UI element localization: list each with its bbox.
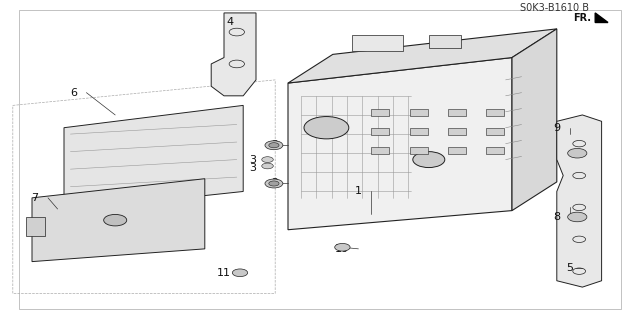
Circle shape [262, 163, 273, 169]
Bar [26, 217, 45, 236]
Text: 5: 5 [566, 263, 573, 273]
Bar [429, 35, 461, 48]
Bar [352, 35, 403, 51]
Circle shape [269, 181, 279, 186]
Bar [448, 108, 466, 115]
Polygon shape [64, 105, 243, 211]
Text: FR.: FR. [573, 13, 591, 23]
Polygon shape [595, 13, 608, 23]
Text: 3: 3 [249, 163, 256, 173]
Circle shape [262, 157, 273, 162]
Text: 7: 7 [31, 193, 38, 203]
Circle shape [335, 243, 350, 251]
Text: 9: 9 [553, 123, 560, 133]
Text: 4: 4 [227, 18, 234, 27]
Circle shape [269, 143, 279, 148]
Text: 3: 3 [249, 155, 256, 165]
Polygon shape [288, 29, 557, 83]
Polygon shape [32, 179, 205, 262]
Bar [448, 147, 466, 154]
Circle shape [265, 179, 283, 188]
Circle shape [304, 116, 349, 139]
Circle shape [568, 212, 587, 222]
Circle shape [104, 214, 127, 226]
Bar [486, 128, 504, 135]
Polygon shape [557, 115, 602, 287]
Bar [486, 108, 504, 115]
Circle shape [232, 269, 248, 277]
Text: 10: 10 [335, 244, 349, 254]
Text: 1: 1 [355, 187, 362, 197]
Polygon shape [288, 57, 512, 230]
Circle shape [413, 152, 445, 167]
Polygon shape [512, 29, 557, 211]
Bar [410, 147, 428, 154]
Bar [371, 147, 389, 154]
Bar [371, 108, 389, 115]
Bar [448, 128, 466, 135]
Text: S0K3-B1610 B: S0K3-B1610 B [520, 3, 589, 13]
Text: 6: 6 [70, 88, 77, 98]
Text: 11: 11 [216, 268, 230, 278]
Circle shape [568, 148, 587, 158]
Circle shape [265, 141, 283, 150]
Polygon shape [211, 13, 256, 96]
Text: 8: 8 [553, 212, 560, 222]
Text: 2: 2 [271, 179, 278, 189]
Bar [410, 128, 428, 135]
Bar [410, 108, 428, 115]
Bar [371, 128, 389, 135]
Bar [486, 147, 504, 154]
Text: 2: 2 [271, 140, 278, 150]
